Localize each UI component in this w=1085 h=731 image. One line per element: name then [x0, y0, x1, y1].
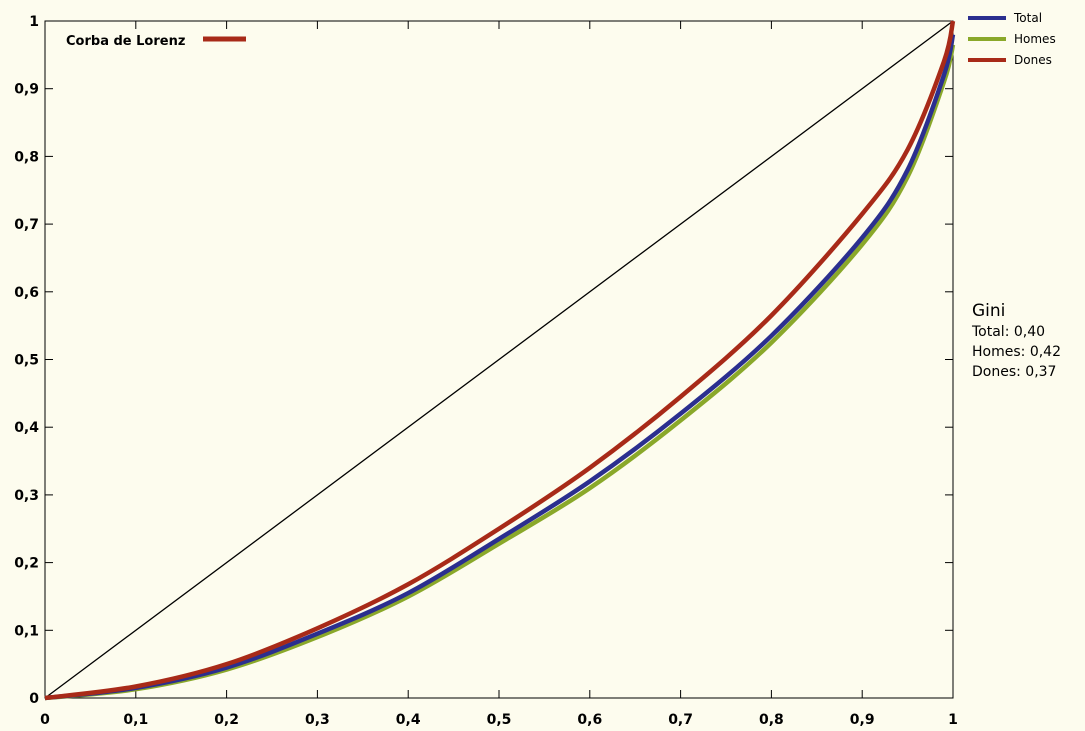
y-tick-label: 0,9 [14, 82, 39, 98]
gini-box: Gini Total: 0,40 Homes: 0,42 Dones: 0,37 [972, 300, 1061, 382]
y-tick-labels: 0 0,1 0,2 0,3 0,4 0,5 0,6 0,7 0,8 0,9 1 [14, 14, 39, 707]
x-tick-label: 0,2 [214, 712, 239, 728]
gini-title: Gini [972, 301, 1006, 321]
legend-label-total: Total [1013, 11, 1042, 25]
y-tick-label: 0,2 [14, 556, 39, 572]
x-tick-label: 0,9 [850, 712, 875, 728]
gini-total-value: 0,40 [1013, 324, 1046, 340]
gini-row-total: Total: 0,40 [972, 322, 1061, 342]
y-tick-label: 0,3 [14, 488, 39, 504]
x-tick-label: 0,1 [123, 712, 148, 728]
x-tick-label: 0,7 [668, 712, 693, 728]
gini-homes-label: Homes: [972, 344, 1026, 360]
y-tick-label: 0,7 [14, 217, 39, 233]
gini-homes-value: 0,42 [1029, 344, 1061, 360]
equality-line [44, 20, 954, 699]
x-tick-label: 0,4 [396, 712, 421, 728]
tick-marks [45, 21, 953, 698]
series-dones-line [44, 20, 956, 701]
x-tick-label: 0 [40, 712, 50, 728]
x-tick-label: 1 [948, 712, 958, 728]
y-tick-label: 0,4 [14, 420, 39, 436]
outer-legend: Total Homes Dones [968, 11, 1056, 67]
x-tick-label: 0,6 [577, 712, 602, 728]
y-tick-label: 0,6 [14, 285, 39, 301]
y-tick-label: 0,5 [14, 353, 39, 369]
y-tick-label: 0 [29, 691, 39, 707]
legend-label-dones: Dones [1014, 53, 1052, 67]
x-tick-label: 0,5 [487, 712, 512, 728]
gini-total-label: Total: [972, 324, 1010, 340]
series-lines [44, 20, 956, 701]
gini-row-dones: Dones: 0,37 [972, 362, 1061, 382]
inner-legend: Corba de Lorenz [66, 34, 246, 49]
y-tick-label: 0,1 [14, 623, 39, 639]
gini-row-homes: Homes: 0,42 [972, 342, 1061, 362]
series-total-line [44, 34, 956, 701]
x-tick-labels: 0 0,1 0,2 0,3 0,4 0,5 0,6 0,7 0,8 0,9 1 [40, 712, 958, 728]
gini-dones-label: Dones: [972, 364, 1021, 380]
gini-dones-value: 0,37 [1025, 364, 1057, 380]
y-tick-label: 1 [29, 14, 39, 30]
x-tick-label: 0,8 [759, 712, 784, 728]
inner-legend-label: Corba de Lorenz [66, 34, 185, 49]
legend-label-homes: Homes [1014, 32, 1056, 46]
y-tick-label: 0,8 [14, 149, 39, 165]
x-tick-label: 0,3 [305, 712, 330, 728]
